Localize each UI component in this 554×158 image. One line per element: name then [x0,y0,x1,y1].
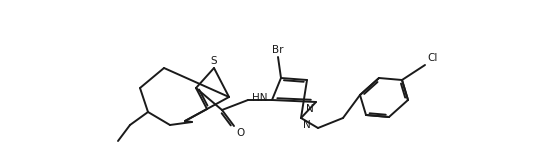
Text: Cl: Cl [427,53,437,63]
Text: Br: Br [272,45,284,55]
Text: O: O [236,128,244,138]
Text: N: N [303,120,311,130]
Text: S: S [211,56,217,66]
Text: N: N [306,104,314,114]
Text: HN: HN [252,93,268,103]
